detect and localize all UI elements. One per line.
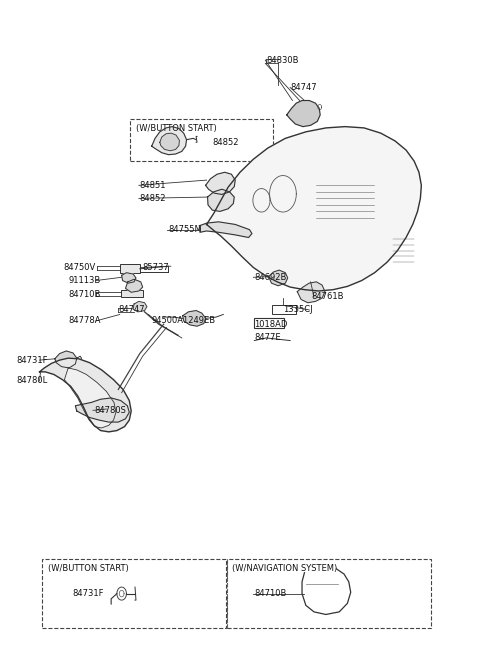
Polygon shape — [207, 189, 234, 212]
Bar — [227, 559, 431, 627]
Text: 84778A: 84778A — [68, 316, 101, 326]
Text: 84747: 84747 — [290, 83, 317, 92]
Text: 84755M: 84755M — [168, 225, 202, 234]
Polygon shape — [297, 282, 325, 303]
Bar — [120, 263, 140, 273]
Polygon shape — [121, 272, 136, 283]
Polygon shape — [64, 368, 116, 428]
Polygon shape — [39, 358, 131, 432]
Polygon shape — [133, 301, 147, 312]
Polygon shape — [160, 133, 180, 151]
Text: 84761B: 84761B — [312, 292, 344, 301]
Text: 94500A1249EB: 94500A1249EB — [152, 316, 216, 326]
Text: 1335CJ: 1335CJ — [283, 305, 312, 314]
Polygon shape — [287, 100, 320, 126]
Bar — [130, 119, 274, 161]
Text: 84780S: 84780S — [95, 406, 126, 415]
Text: 84731F: 84731F — [72, 589, 104, 598]
Polygon shape — [152, 126, 187, 155]
Text: 8477E: 8477E — [254, 333, 281, 342]
Text: 84780L: 84780L — [17, 377, 48, 386]
Text: (W/BUTTON START): (W/BUTTON START) — [136, 124, 216, 133]
Polygon shape — [125, 279, 143, 292]
Polygon shape — [55, 351, 77, 368]
Text: 84710B: 84710B — [254, 589, 287, 598]
Text: 84747: 84747 — [118, 305, 145, 314]
Text: 84731F: 84731F — [17, 356, 48, 365]
Text: 84830B: 84830B — [266, 56, 299, 65]
Text: 84750V: 84750V — [63, 263, 96, 272]
Polygon shape — [206, 126, 421, 291]
Text: 1018AD: 1018AD — [254, 320, 288, 329]
Text: 84852: 84852 — [140, 194, 166, 203]
Text: 84692B: 84692B — [254, 272, 287, 282]
Text: 91113B: 91113B — [68, 276, 100, 285]
Text: 84710B: 84710B — [68, 290, 101, 299]
Polygon shape — [183, 310, 205, 326]
Text: (W/BUTTON START): (W/BUTTON START) — [48, 564, 129, 573]
Text: 84852: 84852 — [212, 138, 239, 147]
Text: 84851: 84851 — [140, 181, 166, 190]
Text: (W/NAVIGATION SYSTEM): (W/NAVIGATION SYSTEM) — [232, 564, 337, 573]
Bar — [273, 305, 296, 314]
Polygon shape — [199, 222, 252, 238]
Polygon shape — [75, 398, 129, 422]
Text: 85737: 85737 — [142, 263, 169, 272]
Bar — [120, 290, 143, 297]
Bar — [42, 559, 226, 627]
Polygon shape — [205, 172, 235, 195]
Polygon shape — [269, 270, 288, 286]
Bar — [254, 318, 284, 328]
